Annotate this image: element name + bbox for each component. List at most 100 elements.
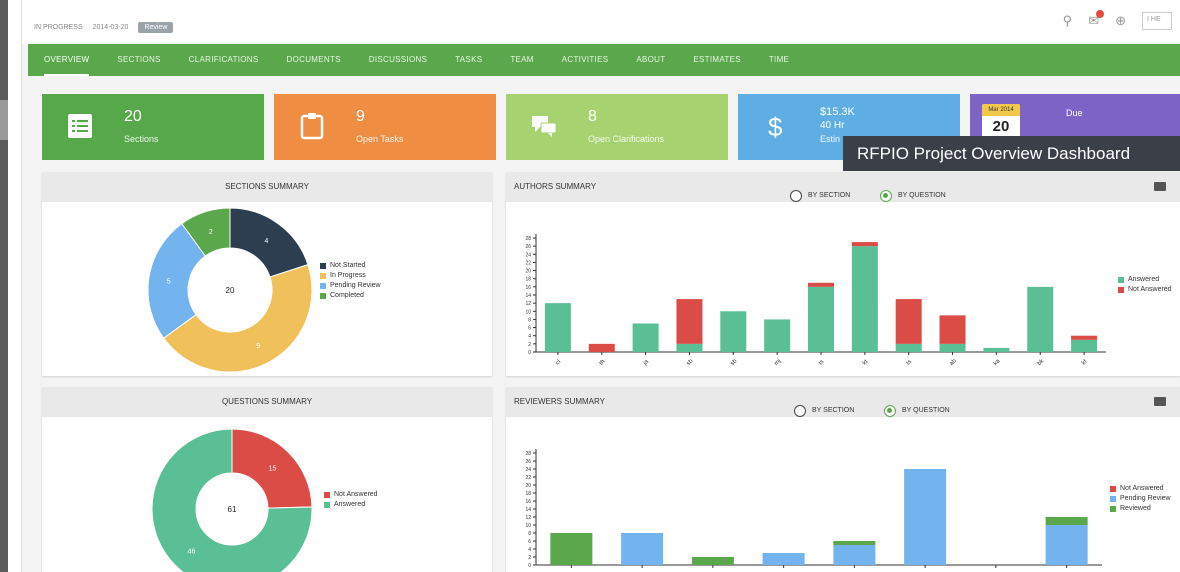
sections-tile[interactable]: 20 Sections xyxy=(42,94,264,160)
donut-slice-not-started[interactable] xyxy=(229,207,309,278)
tab-team[interactable]: TEAM xyxy=(510,55,534,64)
bar-reviewed[interactable] xyxy=(691,557,734,565)
tab-about[interactable]: ABOUT xyxy=(636,55,666,64)
envelope-icon[interactable] xyxy=(1154,182,1166,191)
clarifications-tile[interactable]: 8 Open Clarifications xyxy=(506,94,728,160)
tab-activities[interactable]: ACTIVITIES xyxy=(561,55,609,64)
legend-label: Reviewed xyxy=(1120,505,1151,512)
bar-answered[interactable] xyxy=(851,246,878,352)
bar-pending-review[interactable] xyxy=(833,545,876,565)
tab-overview[interactable]: OVERVIEW xyxy=(44,44,90,76)
tab-estimates[interactable]: ESTIMATES xyxy=(693,55,741,64)
status-badge[interactable]: Review xyxy=(138,22,174,33)
tab-clarifications[interactable]: CLARIFICATIONS xyxy=(188,55,259,64)
reviewers-by-section-label: BY SECTION xyxy=(812,407,855,414)
bar-answered[interactable] xyxy=(939,343,966,352)
legend-item[interactable]: Answered xyxy=(1118,276,1172,283)
bar-answered[interactable] xyxy=(983,347,1010,352)
tab-discussions[interactable]: DISCUSSIONS xyxy=(368,55,428,64)
y-tick-label: 10 xyxy=(525,309,531,315)
add-icon[interactable]: ⊕ xyxy=(1115,13,1126,28)
x-tick-label: kf xyxy=(1081,359,1089,367)
authors-by-section-radio[interactable]: BY SECTION xyxy=(790,181,850,211)
reviewers-by-question-radio[interactable]: BY QUESTION xyxy=(884,396,950,426)
header-search-input[interactable]: I HE xyxy=(1142,12,1172,30)
donut-slice-answered[interactable] xyxy=(151,428,313,572)
y-tick-label: 22 xyxy=(525,260,531,266)
slice-value-label: 46 xyxy=(188,549,196,556)
bar-answered[interactable] xyxy=(1027,286,1054,352)
bar-pending-review[interactable] xyxy=(1045,525,1088,565)
bar-not-answered[interactable] xyxy=(676,299,703,344)
bar-answered[interactable] xyxy=(808,286,834,352)
legend-item[interactable]: Not Answered xyxy=(1110,485,1171,492)
bar-answered[interactable] xyxy=(720,311,747,352)
sections-summary-title: SECTIONS SUMMARY xyxy=(42,172,492,202)
legend-swatch xyxy=(1118,276,1124,283)
donut-center-total: 20 xyxy=(226,286,235,295)
y-tick-label: 14 xyxy=(525,507,531,513)
legend-item[interactable]: Not Answered xyxy=(1118,286,1172,293)
legend-item[interactable]: Pending Review xyxy=(1110,495,1171,502)
reviewers-by-section-radio[interactable]: BY SECTION xyxy=(794,396,854,426)
tab-sections[interactable]: SECTIONS xyxy=(117,55,161,64)
tab-tasks[interactable]: TASKS xyxy=(455,55,483,64)
donut-slice-completed[interactable] xyxy=(181,207,231,257)
bar-answered[interactable] xyxy=(676,343,703,352)
tab-time[interactable]: TIME xyxy=(768,55,790,64)
legend-swatch xyxy=(320,262,326,269)
mail-icon[interactable]: ✉ xyxy=(1088,10,1105,29)
sections-donut-chart: 4 9 5 2 20 xyxy=(147,207,313,373)
x-tick-label: ts xyxy=(818,359,826,367)
legend-label: Completed xyxy=(330,292,364,299)
donut-slice-pending-review[interactable] xyxy=(147,222,207,339)
tasks-tile[interactable]: 9 Open Tasks xyxy=(274,94,496,160)
legend-item[interactable]: Reviewed xyxy=(1110,505,1171,512)
window-edge xyxy=(0,0,8,572)
bar-pending-review[interactable] xyxy=(621,533,664,565)
bar-not-answered[interactable] xyxy=(588,343,615,352)
legend-swatch xyxy=(1110,495,1116,502)
questions-donut-chart: 15 46 61 xyxy=(151,428,313,572)
donut-center-total: 61 xyxy=(228,505,237,514)
bar-not-answered[interactable] xyxy=(1071,335,1098,340)
legend-item[interactable]: In Progress xyxy=(320,272,381,279)
questions-summary-panel: QUESTIONS SUMMARY 15 46 61 Not Answered Ans… xyxy=(42,387,492,572)
x-tick-label: ka xyxy=(993,358,1002,367)
bar-pending-review[interactable] xyxy=(762,553,805,565)
slice-value-label: 5 xyxy=(167,278,171,285)
donut-slice-in-progress[interactable] xyxy=(162,264,313,373)
legend-swatch xyxy=(320,272,326,279)
search-icon[interactable]: ⚲ xyxy=(1062,13,1073,28)
legend-item[interactable]: Not Started xyxy=(320,262,381,269)
legend-label: Not Started xyxy=(330,262,366,269)
chat-bubbles-icon xyxy=(532,116,557,137)
bar-answered[interactable] xyxy=(1071,339,1098,352)
bar-reviewed[interactable] xyxy=(1045,517,1088,525)
y-tick-label: 4 xyxy=(528,547,531,553)
y-tick-label: 0 xyxy=(528,563,531,569)
donut-slice-not-answered[interactable] xyxy=(231,428,313,509)
status-text: IN PROGRESS xyxy=(34,24,83,31)
bar-answered[interactable] xyxy=(544,303,571,352)
authors-by-question-radio[interactable]: BY QUESTION xyxy=(880,181,946,211)
bar-answered[interactable] xyxy=(764,319,791,352)
bar-not-answered[interactable] xyxy=(939,315,966,344)
bar-not-answered[interactable] xyxy=(808,282,834,287)
envelope-icon[interactable] xyxy=(1154,397,1166,406)
legend-item[interactable]: Answered xyxy=(324,501,378,508)
legend-item[interactable]: Pending Review xyxy=(320,282,381,289)
bar-not-answered[interactable] xyxy=(895,299,922,344)
bar-answered[interactable] xyxy=(632,323,659,353)
legend-item[interactable]: Not Answered xyxy=(324,491,378,498)
bar-answered[interactable] xyxy=(895,343,922,352)
legend-item[interactable]: Completed xyxy=(320,292,381,299)
bar-pending-review[interactable] xyxy=(904,469,947,565)
legend-swatch xyxy=(324,491,330,498)
estimate-hours: 40 Hr xyxy=(820,120,845,131)
bar-reviewed[interactable] xyxy=(833,541,876,545)
bar-reviewed[interactable] xyxy=(550,533,593,565)
legend-swatch xyxy=(320,292,326,299)
bar-not-answered[interactable] xyxy=(851,242,878,247)
tab-documents[interactable]: DOCUMENTS xyxy=(286,55,341,64)
